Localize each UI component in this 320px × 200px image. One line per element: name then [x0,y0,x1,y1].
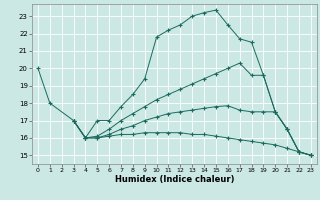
X-axis label: Humidex (Indice chaleur): Humidex (Indice chaleur) [115,175,234,184]
